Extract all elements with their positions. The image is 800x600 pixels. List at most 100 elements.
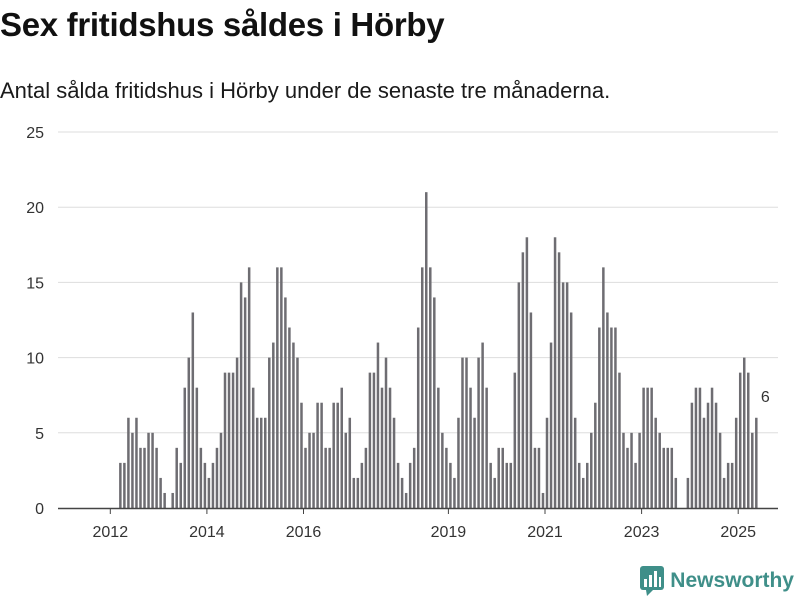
- bar: [264, 417, 267, 508]
- x-tick-label: 2016: [286, 524, 322, 541]
- bar: [280, 267, 283, 508]
- bar: [304, 447, 307, 508]
- bar: [686, 477, 690, 508]
- bar: [400, 477, 404, 508]
- bar: [203, 462, 207, 508]
- brand-name: Newsworthy: [670, 569, 794, 592]
- bar: [742, 357, 746, 508]
- bar: [171, 492, 174, 508]
- y-tick-label: 0: [35, 501, 44, 518]
- bar: [155, 447, 158, 508]
- bar: [268, 357, 271, 508]
- bar: [509, 462, 513, 508]
- bar: [420, 267, 424, 508]
- x-tick-label: 2012: [93, 524, 129, 541]
- bar: [533, 447, 537, 508]
- bar: [336, 402, 339, 508]
- bar: [549, 342, 553, 508]
- bar: [642, 387, 645, 508]
- bar: [364, 447, 368, 508]
- bar: [513, 372, 517, 508]
- bar: [521, 252, 525, 508]
- bar: [614, 327, 617, 508]
- y-tick-label: 10: [26, 351, 44, 368]
- bar: [404, 492, 408, 508]
- bar: [388, 387, 392, 508]
- bar: [457, 417, 460, 508]
- bar: [425, 192, 428, 508]
- newsworthy-logo[interactable]: Newsworthy: [640, 566, 794, 596]
- bar: [461, 357, 464, 508]
- bar: [702, 417, 706, 508]
- bar: [738, 372, 742, 508]
- x-tick-label: 2021: [527, 524, 563, 541]
- bar: [147, 432, 150, 508]
- bar: [501, 447, 504, 508]
- bar: [300, 402, 303, 508]
- bar: [292, 342, 295, 508]
- bar: [259, 417, 263, 508]
- bar: [565, 282, 569, 508]
- bar: [690, 402, 694, 508]
- bar: [340, 387, 343, 508]
- bar: [638, 432, 641, 508]
- bar: [626, 447, 629, 508]
- bar: [662, 447, 665, 508]
- bar: [606, 312, 609, 508]
- chart-title: Sex fritidshus såldes i Hörby: [0, 6, 445, 43]
- bar: [561, 282, 565, 508]
- bar: [175, 447, 178, 508]
- bar: [433, 297, 436, 508]
- y-axis-labels: 0 5 10 15 20 25: [26, 125, 44, 518]
- bar: [577, 462, 581, 508]
- bar: [553, 237, 557, 508]
- bar: [320, 402, 323, 508]
- bar: [159, 477, 162, 508]
- x-tick-label: 2023: [624, 524, 660, 541]
- bar: [151, 432, 154, 508]
- bar: [453, 477, 456, 508]
- bar: [497, 447, 500, 508]
- bar: [284, 297, 287, 508]
- bar: [376, 342, 380, 508]
- newsworthy-chart-logo-icon: [640, 566, 665, 596]
- bar: [195, 387, 199, 508]
- bar: [718, 432, 722, 508]
- x-tick-label: 2014: [189, 524, 225, 541]
- bar: [219, 432, 223, 508]
- bar: [143, 447, 146, 508]
- bar: [598, 327, 601, 508]
- bar: [602, 267, 605, 508]
- bar: [525, 237, 529, 508]
- bar: [131, 432, 134, 508]
- bar: [573, 417, 577, 508]
- bar: [541, 492, 545, 508]
- bar: [706, 402, 710, 508]
- bar: [308, 432, 311, 508]
- bar: [227, 372, 231, 508]
- bar: [537, 447, 541, 508]
- annotations: 6: [761, 389, 770, 406]
- bar: [437, 387, 440, 508]
- bar: [348, 417, 352, 508]
- bar: [710, 387, 714, 508]
- bar: [751, 432, 754, 508]
- bar: [658, 432, 661, 508]
- bar: [243, 297, 247, 508]
- bar: [179, 462, 182, 508]
- bar: [730, 462, 734, 508]
- bar: [384, 357, 388, 508]
- bar: [481, 342, 484, 508]
- bar: [634, 462, 637, 508]
- x-tick-label: 2019: [431, 524, 467, 541]
- bar: [610, 327, 613, 508]
- y-tick-label: 5: [35, 426, 44, 443]
- bar: [272, 342, 275, 508]
- bar: [247, 267, 251, 508]
- bar: [469, 387, 472, 508]
- bar: [545, 417, 549, 508]
- bar: [529, 312, 533, 508]
- highlight-value-label: 6: [761, 389, 770, 406]
- bar: [445, 447, 448, 508]
- bar: [594, 402, 597, 508]
